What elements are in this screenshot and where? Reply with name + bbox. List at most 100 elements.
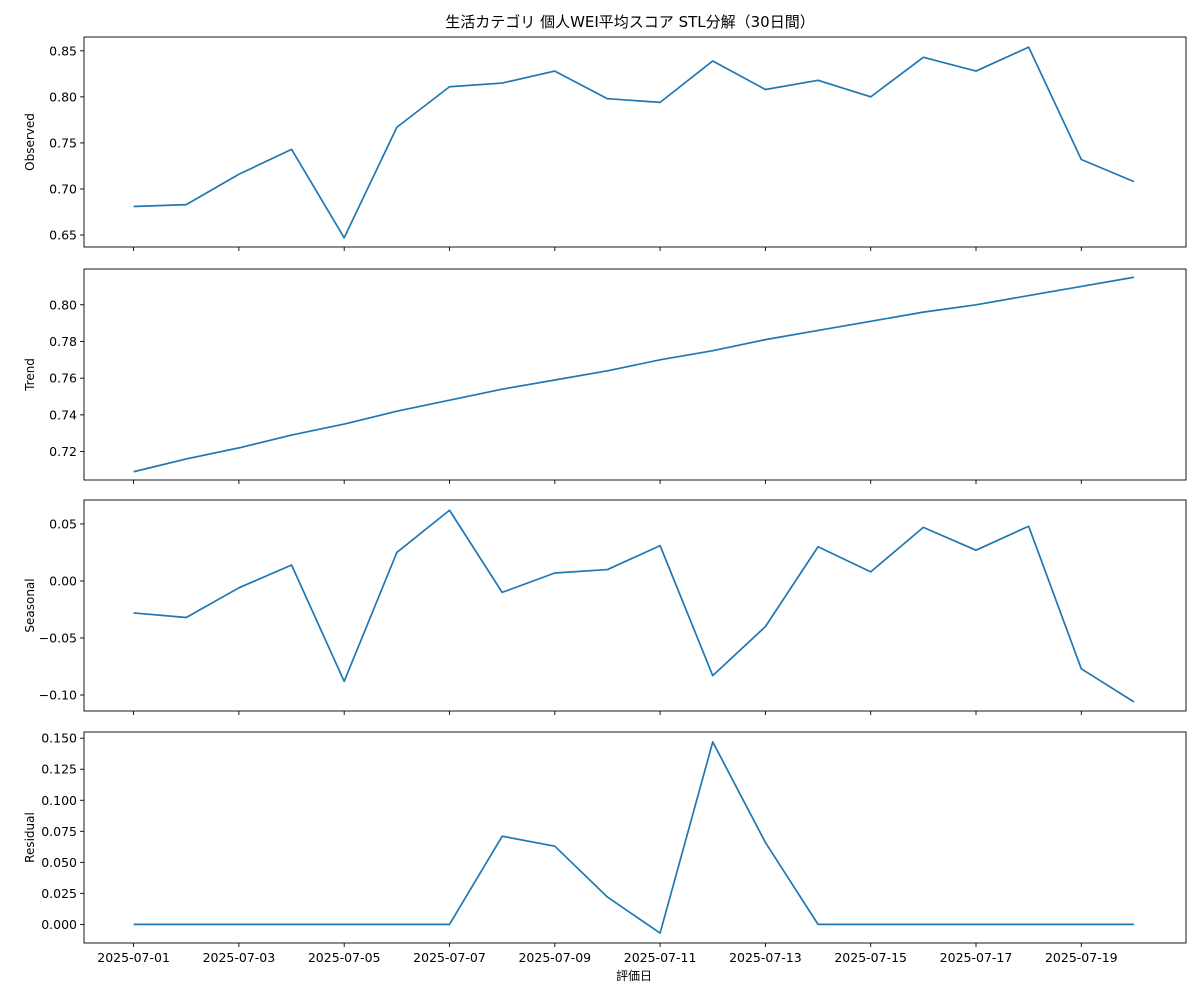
data-point — [185, 923, 187, 925]
data-point — [1027, 923, 1029, 925]
data-point — [712, 60, 714, 62]
data-point — [396, 551, 398, 553]
y-axis-label: Observed — [23, 113, 37, 171]
data-point — [975, 70, 977, 72]
y-tick-label: 0.70 — [49, 181, 77, 196]
data-point — [290, 564, 292, 566]
data-point — [712, 349, 714, 351]
data-point — [1133, 701, 1135, 703]
data-point — [1080, 668, 1082, 670]
data-point — [1080, 923, 1082, 925]
y-tick-label: 0.150 — [41, 731, 77, 746]
data-point — [185, 203, 187, 205]
data-point — [554, 70, 556, 72]
data-point — [448, 86, 450, 88]
data-point — [712, 741, 714, 743]
data-point — [343, 237, 345, 239]
data-point — [659, 101, 661, 103]
data-point — [659, 544, 661, 546]
data-point — [764, 625, 766, 627]
y-tick-label: 0.80 — [49, 89, 77, 104]
y-tick-label: 0.000 — [41, 917, 77, 932]
y-tick-label: 0.76 — [49, 371, 77, 386]
data-point — [922, 526, 924, 528]
data-point — [606, 896, 608, 898]
x-tick-label: 2025-07-19 — [1045, 950, 1118, 965]
data-point — [975, 923, 977, 925]
data-point — [396, 410, 398, 412]
y-tick-label: 0.050 — [41, 855, 77, 870]
data-point — [870, 571, 872, 573]
series-line-trend — [133, 276, 1135, 473]
series-line-observed — [133, 46, 1135, 239]
data-point — [238, 173, 240, 175]
data-point — [554, 845, 556, 847]
y-axis-label: Residual — [23, 812, 37, 863]
panel-observed: 0.65 0.70 0.75 0.80 0.85 Observed — [23, 36, 1187, 251]
y-tick-label: 0.78 — [49, 334, 77, 349]
data-point — [501, 388, 503, 390]
panels-group: 0.65 0.70 0.75 0.80 0.85 Observed 0.72 0.74 0.76… — [23, 36, 1187, 965]
data-point — [132, 923, 134, 925]
data-point — [922, 56, 924, 58]
y-axis-label: Seasonal — [23, 578, 37, 632]
data-point — [975, 304, 977, 306]
data-point — [817, 923, 819, 925]
plot-frame — [83, 731, 1187, 944]
data-point — [1027, 525, 1029, 527]
data-point — [1133, 923, 1135, 925]
data-point — [290, 923, 292, 925]
data-point — [132, 205, 134, 207]
y-tick-label: −0.10 — [39, 688, 77, 703]
data-point — [764, 88, 766, 90]
data-point — [554, 572, 556, 574]
y-tick-label: 0.80 — [49, 297, 77, 312]
y-tick-label: 0.125 — [41, 762, 77, 777]
data-point — [238, 587, 240, 589]
y-tick-label: 0.100 — [41, 793, 77, 808]
data-point — [606, 568, 608, 570]
data-point — [501, 591, 503, 593]
data-point — [343, 923, 345, 925]
data-point — [975, 549, 977, 551]
data-point — [1027, 294, 1029, 296]
data-point — [712, 674, 714, 676]
data-point — [501, 82, 503, 84]
x-tick-label: 2025-07-15 — [834, 950, 907, 965]
data-point — [1080, 158, 1082, 160]
panel-trend: 0.72 0.74 0.76 0.78 0.80 Trend — [23, 268, 1187, 484]
y-tick-label: 0.74 — [49, 407, 77, 422]
data-point — [448, 399, 450, 401]
data-point — [817, 546, 819, 548]
panel-seasonal: 0.05 0.00 −0.05 −0.10 Seasonal — [23, 499, 1187, 715]
data-point — [1080, 285, 1082, 287]
y-axis-label: Trend — [23, 358, 37, 392]
plot-frame — [83, 499, 1187, 712]
data-point — [922, 311, 924, 313]
data-point — [1027, 46, 1029, 48]
data-point — [1133, 180, 1135, 182]
data-point — [396, 126, 398, 128]
x-tick-label: 2025-07-01 — [97, 950, 170, 965]
data-point — [659, 932, 661, 934]
data-point — [290, 434, 292, 436]
data-point — [396, 923, 398, 925]
series-line-residual — [133, 741, 1134, 934]
y-tick-label: 0.85 — [49, 43, 77, 58]
y-tick-label: 0.65 — [49, 228, 77, 243]
x-tick-label: 2025-07-07 — [413, 950, 486, 965]
data-point — [290, 148, 292, 150]
y-tick-label: 0.75 — [49, 135, 77, 150]
data-point — [870, 923, 872, 925]
data-point — [1133, 276, 1135, 278]
data-point — [185, 616, 187, 618]
y-tick-label: −0.05 — [39, 631, 77, 646]
y-tick-label: 0.05 — [49, 516, 77, 531]
data-point — [238, 447, 240, 449]
data-point — [185, 458, 187, 460]
data-point — [606, 98, 608, 100]
x-tick-label: 2025-07-05 — [308, 950, 381, 965]
x-tick-label: 2025-07-13 — [729, 950, 802, 965]
plot-frame — [83, 268, 1187, 481]
